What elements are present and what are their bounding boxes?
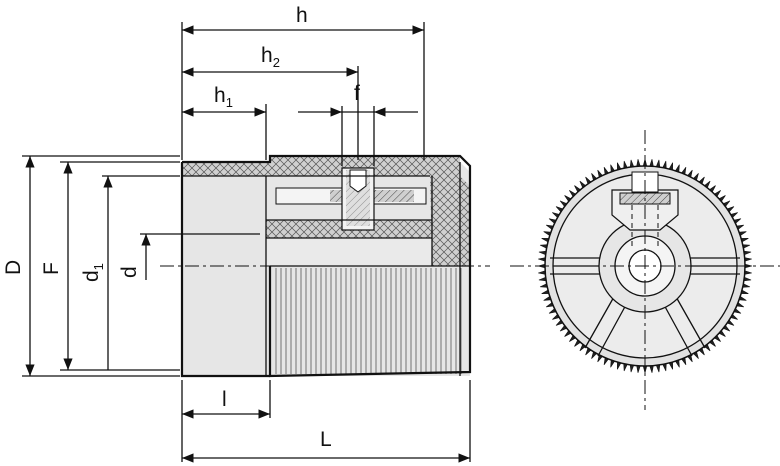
dim-label-F: F [40,262,63,275]
front-view [510,130,780,410]
knurled-body [270,266,470,376]
dim-label-h: h [296,4,308,27]
dim-label-h2: h2 [261,44,280,70]
dim-label-d: d [118,266,141,278]
dim-label-h2-sub: 2 [273,55,280,70]
cap-hatch [430,176,470,266]
dim-label-h1-sub: 1 [226,95,233,110]
dim-label-d1: d1 [80,263,106,282]
dim-label-h1: h1 [214,84,233,110]
top-hatch-band-2 [270,156,460,176]
dim-label-h1-base: h [214,84,226,107]
knurl-lines [275,268,462,374]
dim-label-l: l [222,388,227,411]
dim-label-d1-sub: 1 [91,263,106,270]
dim-label-f: f [354,82,360,105]
dim-label-D: D [2,260,25,275]
dim-label-h2-base: h [261,44,273,67]
dimensions [22,22,471,463]
side-view [160,154,490,378]
dim-label-d1-base: d [80,270,103,282]
insert-body [266,238,432,266]
dim-label-L: L [320,428,332,451]
top-hatch-band [182,162,270,176]
